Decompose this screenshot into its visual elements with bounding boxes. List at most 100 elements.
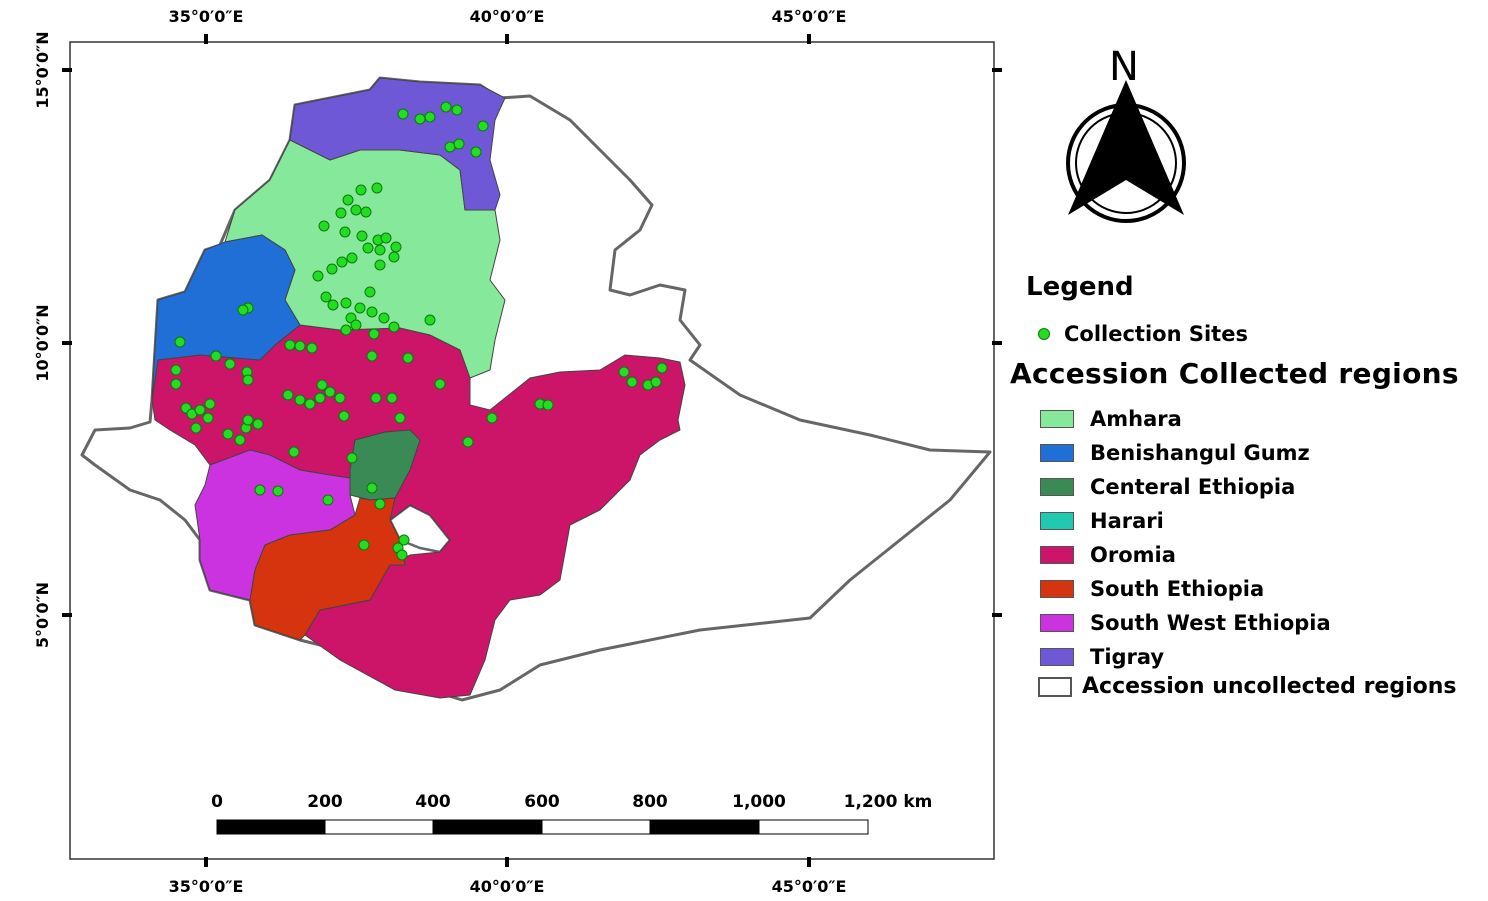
collection-site-marker	[322, 494, 334, 506]
collection-site-marker	[190, 422, 202, 434]
legend-item-centeral-ethiopia: Centeral Ethiopia	[1040, 470, 1331, 504]
collection-site-marker	[414, 113, 426, 125]
lon-label-top-2: 40°0′0″E	[470, 7, 545, 26]
lon-label-top-1: 35°0′0″E	[169, 7, 244, 26]
collection-site-marker	[542, 399, 554, 411]
legend-item-harari: Harari	[1040, 504, 1331, 538]
lon-label-bottom-1: 35°0′0″E	[169, 877, 244, 896]
collection-site-marker	[324, 386, 336, 398]
collection-site-marker	[371, 182, 383, 194]
legend-item-label: Benishangul Gumz	[1090, 441, 1310, 465]
collection-site-marker	[242, 374, 254, 386]
collection-site-marker	[374, 498, 386, 510]
lat-label-3: 5°0′0″N	[33, 582, 52, 648]
legend-swatch	[1040, 478, 1074, 496]
collection-site-marker	[342, 194, 354, 206]
legend-title: Legend	[1026, 272, 1134, 302]
map-frame	[69, 41, 995, 860]
collection-site-marker	[350, 319, 362, 331]
collection-site-marker	[434, 378, 446, 390]
collection-site-marker	[618, 366, 630, 378]
legend-item-label: Centeral Ethiopia	[1090, 475, 1296, 499]
collection-site-marker	[294, 394, 306, 406]
collection-site-marker	[340, 297, 352, 309]
collection-site-icon	[1038, 328, 1050, 340]
collection-site-marker	[254, 484, 266, 496]
lon-label-top-3: 45°0′0″E	[772, 7, 847, 26]
legend-swatch	[1040, 614, 1074, 632]
collection-site-marker	[242, 414, 254, 426]
legend-swatch	[1040, 444, 1074, 462]
legend-item-benishangul-gumz: Benishangul Gumz	[1040, 436, 1331, 470]
collection-site-marker	[397, 108, 409, 120]
collection-site-marker	[204, 398, 216, 410]
collection-site-marker	[366, 350, 378, 362]
legend-item-south-ethiopia: South Ethiopia	[1040, 572, 1331, 606]
collection-site-marker	[356, 230, 368, 242]
collection-site-marker	[314, 392, 326, 404]
legend-item-label: South Ethiopia	[1090, 577, 1265, 601]
collection-site-marker	[453, 138, 465, 150]
collection-site-marker	[368, 328, 380, 340]
collection-site-marker	[222, 428, 234, 440]
collection-site-marker	[396, 549, 408, 561]
collection-site-marker	[339, 226, 351, 238]
legend-swatch	[1040, 410, 1074, 428]
collection-site-marker	[335, 207, 347, 219]
collection-site-marker	[358, 539, 370, 551]
collection-site-marker	[316, 379, 328, 391]
uncollected-swatch	[1038, 676, 1072, 697]
collection-site-marker	[320, 291, 332, 303]
legend-item-label: Harari	[1090, 509, 1164, 533]
collection-site-marker	[378, 312, 390, 324]
legend-item-label: Amhara	[1090, 407, 1182, 431]
legend-swatch	[1040, 648, 1074, 666]
collection-site-marker	[237, 304, 249, 316]
collection-site-marker	[394, 412, 406, 424]
legend-region-list: Amhara Benishangul Gumz Centeral Ethiopia H…	[1040, 402, 1331, 674]
collection-site-marker	[346, 452, 358, 464]
collection-site-marker	[362, 242, 374, 254]
legend-item-tigray: Tigray	[1040, 640, 1331, 674]
collection-site-marker	[650, 376, 662, 388]
collection-site-marker	[656, 362, 668, 374]
collection-site-marker	[170, 378, 182, 390]
collection-site-marker	[202, 412, 214, 424]
collection-site-marker	[350, 204, 362, 216]
collection-site-marker	[326, 263, 338, 275]
legend-swatch	[1040, 546, 1074, 564]
collection-site-marker	[346, 252, 358, 264]
collection-site-marker	[402, 352, 414, 364]
collection-site-marker	[334, 392, 346, 404]
legend-uncollected-label: Accession uncollected regions	[1082, 674, 1457, 699]
legend-item-label: South West Ethiopia	[1090, 611, 1331, 635]
collection-site-marker	[355, 184, 367, 196]
collection-site-marker	[282, 389, 294, 401]
collection-site-marker	[380, 232, 392, 244]
collection-site-marker	[224, 358, 236, 370]
legend-item-label: Oromia	[1090, 543, 1176, 567]
region-benishangul	[151, 234, 301, 401]
collection-site-marker	[272, 485, 284, 497]
collection-site-marker	[477, 120, 489, 132]
collection-site-marker	[338, 410, 350, 422]
collection-site-marker	[284, 339, 296, 351]
collection-site-marker	[304, 398, 316, 410]
legend-subtitle: Accession Collected regions	[1010, 357, 1459, 390]
north-arrow-label: N	[1109, 44, 1139, 90]
legend-item-south-west-ethiopia: South West Ethiopia	[1040, 606, 1331, 640]
lat-label-2: 10°0′0″N	[33, 304, 52, 381]
collection-site-marker	[440, 101, 452, 113]
collection-site-marker	[234, 434, 246, 446]
collection-site-marker	[210, 350, 222, 362]
collection-site-marker	[306, 342, 318, 354]
collection-site-marker	[318, 220, 330, 232]
collection-site-marker	[360, 206, 372, 218]
collection-site-marker	[288, 446, 300, 458]
collection-site-marker	[252, 418, 264, 430]
graticule-ticks	[62, 34, 1002, 867]
collection-site-marker	[170, 364, 182, 376]
scale-label-800: 800	[632, 792, 668, 812]
collection-site-marker	[354, 302, 366, 314]
collection-site-marker	[388, 321, 400, 333]
